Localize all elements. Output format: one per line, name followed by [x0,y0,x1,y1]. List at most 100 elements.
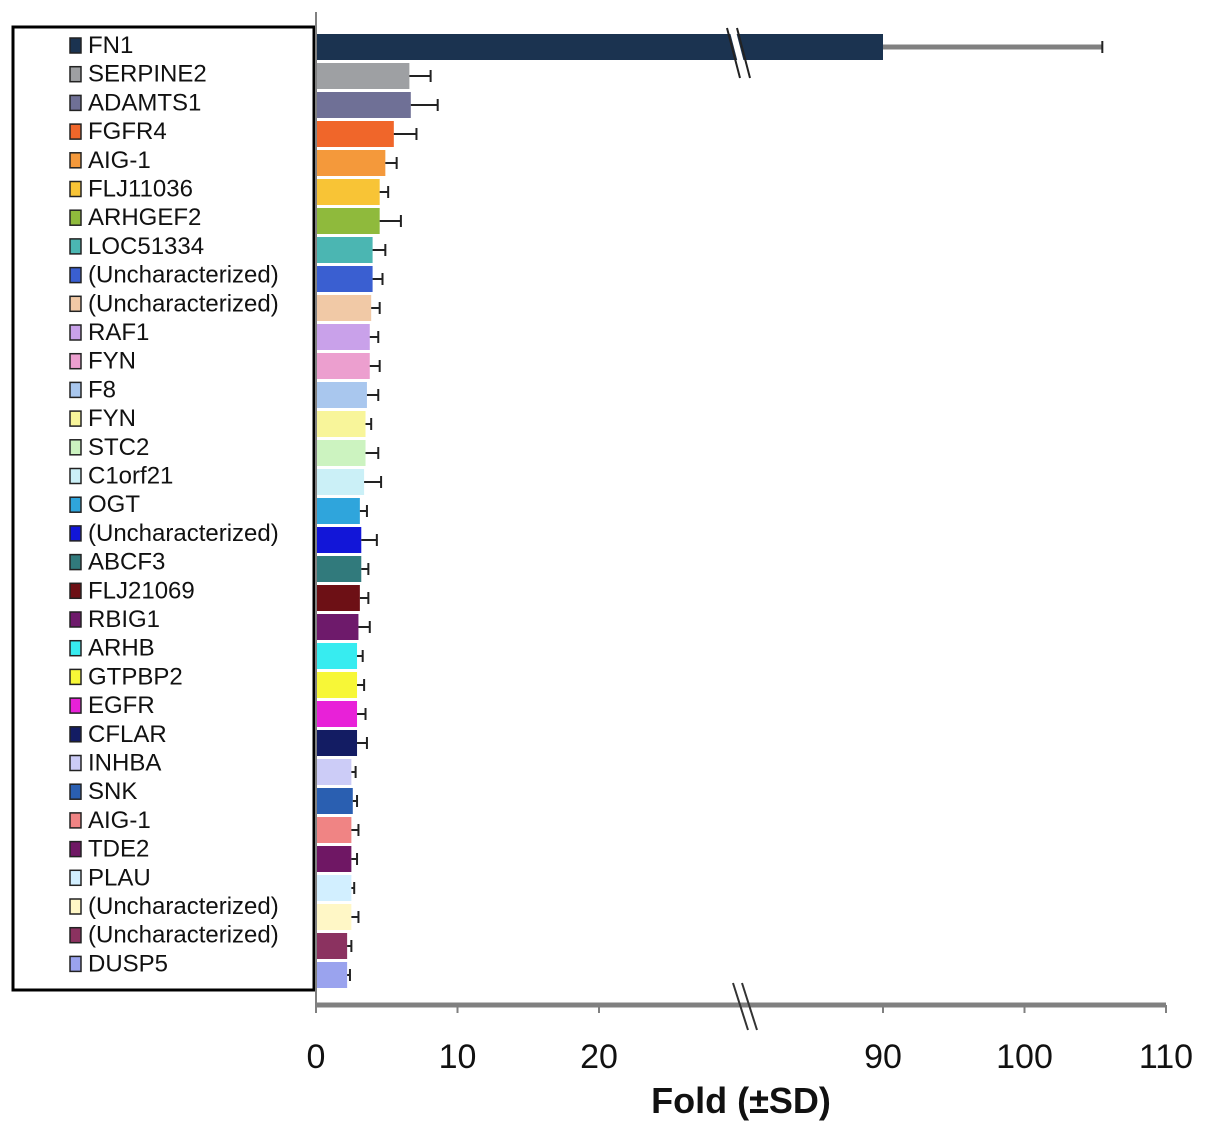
legend-label-19: FLJ21069 [88,577,195,604]
legend-swatch-24 [69,726,82,743]
bar-9 [316,295,372,321]
legend-label-0: FN1 [88,32,133,59]
legend-swatch-16 [69,496,82,513]
bar-14 [316,440,366,466]
legend-swatch-23 [69,697,82,714]
legend-swatch-7 [69,238,82,255]
bar-2 [316,92,411,118]
legend-label-10: RAF1 [88,319,149,346]
bar-25 [316,759,352,785]
legend-label-11: FYN [88,348,136,375]
legend-label-20: RBIG1 [88,606,160,633]
bar-24 [316,730,358,756]
legend-swatch-10 [69,324,82,341]
bar-break-line-b [736,27,751,79]
bar-4 [316,150,386,176]
legend-label-32: DUSP5 [88,950,168,977]
bar-13 [316,411,366,437]
legend-swatch-18 [69,553,82,571]
legend-swatch-31 [69,926,82,944]
legend-label-5: FLJ11036 [88,176,193,203]
axis-break-mark [732,982,758,1031]
legend-swatch-5 [69,180,82,198]
bar-3 [316,121,394,147]
legend-swatch-0 [69,37,82,54]
legend-swatch-22 [69,668,82,686]
legend-label-27: AIG-1 [88,807,151,834]
legend-label-30: (Uncharacterized) [88,893,279,920]
legend-swatch-29 [69,869,82,887]
legend-label-4: AIG-1 [88,147,151,174]
legend-swatch-17 [69,525,82,542]
x-tick-label-3: 90 [864,1038,902,1076]
bar-8 [316,266,373,292]
legend-swatch-30 [69,898,82,915]
legend-label-21: ARHB [88,635,155,662]
x-tick-label-0: 0 [307,1038,326,1076]
legend-label-14: STC2 [88,434,149,461]
bar-5 [316,179,380,205]
legend-label-16: OGT [88,491,140,518]
legend-swatch-12 [69,381,82,399]
bar-10 [316,324,370,350]
bar-17 [316,527,362,553]
bar-1 [316,63,410,89]
legend-label-12: F8 [88,376,116,403]
bar-break-line-a [726,27,741,79]
legend-swatch-3 [69,123,82,140]
legend-label-1: SERPINE2 [88,61,207,88]
legend-label-7: LOC51334 [88,233,204,260]
bar-15 [316,469,365,495]
legend: FN1SERPINE2ADAMTS1FGFR4AIG-1FLJ11036ARHG… [11,25,316,992]
x-axis: 0 10 20 90 100 110 Fold (±SD) [307,12,1193,1121]
bar-27 [316,817,352,843]
x-tick-label-1: 10 [439,1038,477,1076]
bar-20 [316,614,359,640]
legend-label-15: C1orf21 [88,463,173,490]
bar-22 [316,672,358,698]
x-tick-label-2: 20 [580,1038,618,1076]
bar-21 [316,643,358,669]
legend-label-17: (Uncharacterized) [88,520,279,547]
legend-label-29: PLAU [88,864,151,891]
bar-0 [316,34,883,60]
legend-label-31: (Uncharacterized) [88,922,279,949]
legend-label-22: GTPBP2 [88,663,183,690]
legend-swatch-9 [69,295,82,313]
legend-swatch-1 [69,65,82,83]
bar-7 [316,237,373,263]
legend-swatch-21 [69,639,82,657]
legend-swatch-4 [69,152,82,169]
bar-23 [316,701,358,727]
legend-swatch-15 [69,467,82,485]
legend-swatch-26 [69,783,82,800]
legend-label-23: EGFR [88,692,155,719]
legend-label-28: TDE2 [88,836,149,863]
bar-19 [316,585,360,611]
legend-swatch-13 [69,410,82,427]
legend-swatch-6 [69,209,82,226]
bar-31 [316,933,348,959]
x-tick-label-4: 100 [996,1038,1053,1076]
legend-swatch-20 [69,611,82,628]
bars [316,27,1104,988]
legend-swatch-11 [69,352,82,370]
legend-label-13: FYN [88,405,136,432]
x-tick-label-5: 110 [1139,1038,1193,1076]
legend-label-2: ADAMTS1 [88,89,201,116]
bar-30 [316,904,352,930]
bar-29 [316,875,352,901]
bar-break-gap [729,27,748,79]
legend-label-6: ARHGEF2 [88,204,201,231]
legend-label-3: FGFR4 [88,118,167,145]
legend-label-9: (Uncharacterized) [88,290,279,317]
legend-swatch-25 [69,754,82,772]
legend-label-18: ABCF3 [88,549,165,576]
bar-12 [316,382,367,408]
bar-11 [316,353,370,379]
bar-break-mark [726,27,751,79]
bar-16 [316,498,360,524]
x-axis-title: Fold (±SD) [651,1080,831,1121]
legend-swatch-19 [69,582,82,600]
